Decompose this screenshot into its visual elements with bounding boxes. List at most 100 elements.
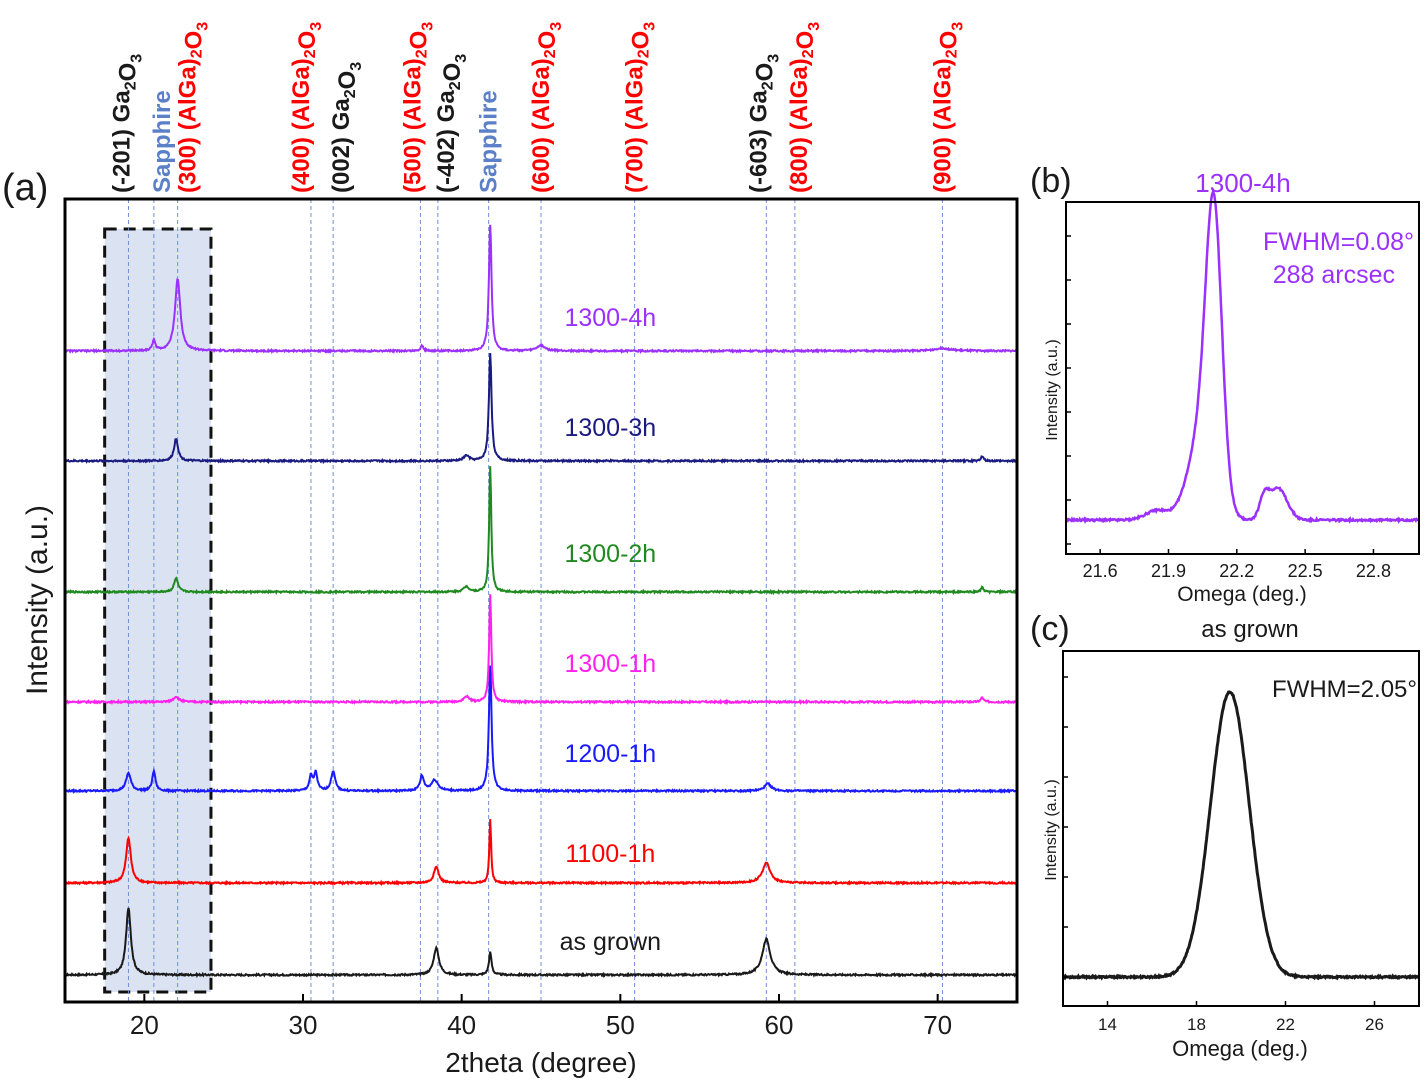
peak-label-part: 2 <box>943 49 960 58</box>
peak-label-part: Ga <box>108 90 135 123</box>
peak-label: (-402) Ga2O3 <box>433 54 470 193</box>
x-tick-label: 18 <box>1187 1015 1206 1034</box>
x-tick-label: 50 <box>606 1010 635 1040</box>
peak-label-part: 3 <box>308 22 325 31</box>
panel-c-ticks: 14 18 22 26 <box>1063 676 1384 1034</box>
series-line-as-grown <box>64 907 1018 979</box>
panel-b-title: 1300-4h <box>1195 168 1290 198</box>
peak-label: (600) (AlGa)2O3 <box>528 22 565 193</box>
highlight-region <box>103 227 213 994</box>
peak-label-part: (700) (AlGa) <box>622 58 649 193</box>
peak-label-part: O <box>114 63 141 82</box>
x-tick-label: 21.9 <box>1151 561 1186 581</box>
panel-c-plot-frame <box>1062 650 1420 1007</box>
x-tick-label: 22.5 <box>1288 561 1323 581</box>
series-line-1300-2h <box>64 466 1017 596</box>
series-line-1300-3h <box>64 352 1017 465</box>
panel-c-title: as grown <box>1201 616 1298 643</box>
peak-label-part: 3 <box>642 22 659 31</box>
peak-label: (400) (AlGa)2O3 <box>288 22 325 193</box>
peak-label-part: 2 <box>342 89 359 98</box>
peak-label-part: (900) (AlGa) <box>929 58 956 193</box>
panel-b-y-axis-label: Intensity (a.u.) <box>1044 339 1061 440</box>
panel-c-label: (c) <box>1030 610 1070 648</box>
x-tick-label: 26 <box>1365 1015 1384 1034</box>
panel-b-fwhm-annotation: FWHM=0.08° <box>1263 228 1414 256</box>
series-line-1300-4h <box>64 224 1018 355</box>
diffraction-series <box>64 224 1018 979</box>
peak-label: (800) (AlGa)2O3 <box>786 22 823 193</box>
peak-label-part: O <box>439 63 466 82</box>
peak-label-part: 2 <box>302 49 319 58</box>
series-label: 1200-1h <box>564 740 656 768</box>
peak-label-part: O <box>334 71 361 90</box>
peak-label: Sapphire <box>476 90 503 193</box>
series-label: 1300-1h <box>564 650 656 678</box>
x-tick-label: 20 <box>130 1010 159 1040</box>
peak-label-part: 2 <box>447 81 464 90</box>
peak-label-part: (-201) <box>108 122 135 193</box>
series-label: as grown <box>560 928 661 956</box>
peak-label-part: O <box>792 31 819 50</box>
panel-b-ticks: 21.6 21.9 22.2 22.5 22.8 <box>1066 235 1391 581</box>
peak-label: (-201) Ga2O3 <box>108 54 145 193</box>
panel-c-fwhm-annotation: FWHM=2.05° <box>1272 676 1417 703</box>
peak-label-part: 3 <box>348 62 365 71</box>
panel-c-rocking-curve: (c) as grown 14 18 22 26 FWHM=2.05° Omega (… <box>1030 610 1420 1061</box>
x-tick-label: 22 <box>1276 1015 1295 1034</box>
series-line-1300-1h <box>64 594 1018 706</box>
peak-label-part: O <box>405 31 432 50</box>
peak-label-part: 3 <box>128 54 145 63</box>
peak-label: (500) (AlGa)2O3 <box>399 22 436 193</box>
peak-label-part: O <box>751 63 778 82</box>
peak-label-part: (-603) Ga <box>745 90 772 193</box>
peak-label-part: 3 <box>195 22 212 31</box>
peak-label-part: (300) (AlGa) <box>175 58 202 193</box>
peak-label-part: O <box>294 31 321 50</box>
peak-label-part: 3 <box>765 54 782 63</box>
peak-label-part: 2 <box>122 81 139 90</box>
series-label: 1300-4h <box>564 304 656 332</box>
panel-c-y-axis-label: Intensity (a.u.) <box>1043 779 1060 880</box>
peak-label-part: Sapphire <box>149 90 176 193</box>
x-tick-label: 22.8 <box>1356 561 1391 581</box>
panel-a-y-axis-label: Intensity (a.u.) <box>21 505 54 695</box>
peak-label-part: O <box>181 31 208 50</box>
peak-label-part: (002) Ga <box>328 98 355 193</box>
peak-label-part: 2 <box>800 49 817 58</box>
series-label: 1100-1h <box>565 840 655 868</box>
series-line-1100-1h <box>64 819 1017 887</box>
peak-label: Sapphire <box>149 90 176 193</box>
peak-label-part: O <box>935 31 962 50</box>
peak-label: (-603) Ga2O3 <box>745 54 782 193</box>
peak-label-part: 2 <box>542 49 559 58</box>
peak-label-part: 3 <box>806 22 823 31</box>
series-labels: as grown 1100-1h 1200-1h 1300-1h 1300-2h 1300… <box>560 304 661 956</box>
peak-label-part: (500) (AlGa) <box>399 58 426 193</box>
x-tick-label: 21.6 <box>1083 561 1118 581</box>
series-label: 1300-2h <box>564 540 656 568</box>
x-tick-label: 40 <box>447 1010 476 1040</box>
peak-label-part: 2 <box>413 49 430 58</box>
peak-label-part: O <box>628 31 655 50</box>
peak-label-part: (600) (AlGa) <box>528 58 555 193</box>
series-label: 1300-3h <box>564 414 656 442</box>
panel-b-x-axis-label: Omega (deg.) <box>1177 583 1307 606</box>
panel-c-curve <box>1062 690 1420 981</box>
peak-label-part: 3 <box>419 22 436 31</box>
panel-b-arcsec-annotation: 288 arcsec <box>1273 261 1395 289</box>
x-tick-label: 30 <box>289 1010 318 1040</box>
peak-label-part: (-402) Ga <box>433 90 460 193</box>
peak-label: (700) (AlGa)2O3 <box>622 22 659 193</box>
panel-c-x-axis-label: Omega (deg.) <box>1172 1036 1308 1061</box>
panel-b-rocking-curve: (b) 1300-4h 21.6 21.9 22.2 22.5 22.8 FWHM=0.… <box>1030 162 1420 606</box>
x-tick-label: 70 <box>923 1010 952 1040</box>
peak-label-part: 2 <box>636 49 653 58</box>
peak-guide-lines <box>127 199 943 1002</box>
peak-label-part: 2 <box>189 49 206 58</box>
series-line-1200-1h <box>64 665 1017 795</box>
x-tick-label: 22.2 <box>1219 561 1254 581</box>
panel-b-curve <box>1065 189 1419 525</box>
peak-label-part: 3 <box>453 54 470 63</box>
